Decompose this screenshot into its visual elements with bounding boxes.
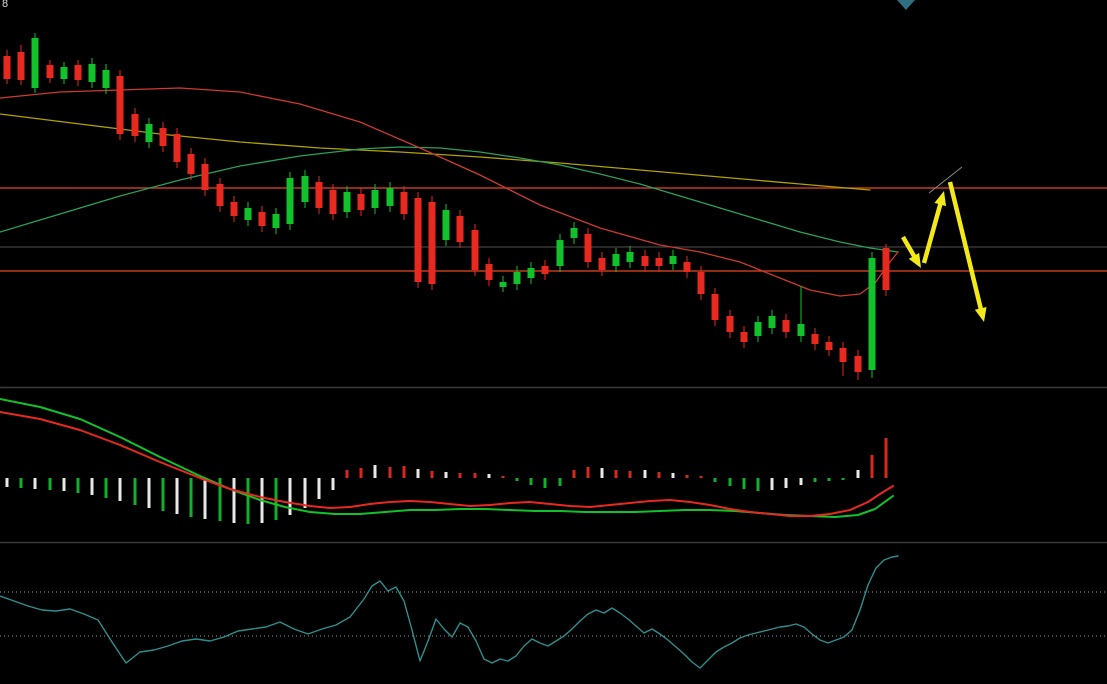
support-resistance-lines[interactable] [0,187,1107,272]
candlestick-series [3,33,890,380]
panel-dividers[interactable] [0,386,1107,544]
chart-shift-marker-icon[interactable] [897,0,915,10]
macd-indicator-panel [0,398,894,524]
ohlc-partial-text: 8 [2,0,9,10]
oscillator-indicator-panel [0,555,1107,669]
forecast-arrows[interactable] [901,166,987,322]
